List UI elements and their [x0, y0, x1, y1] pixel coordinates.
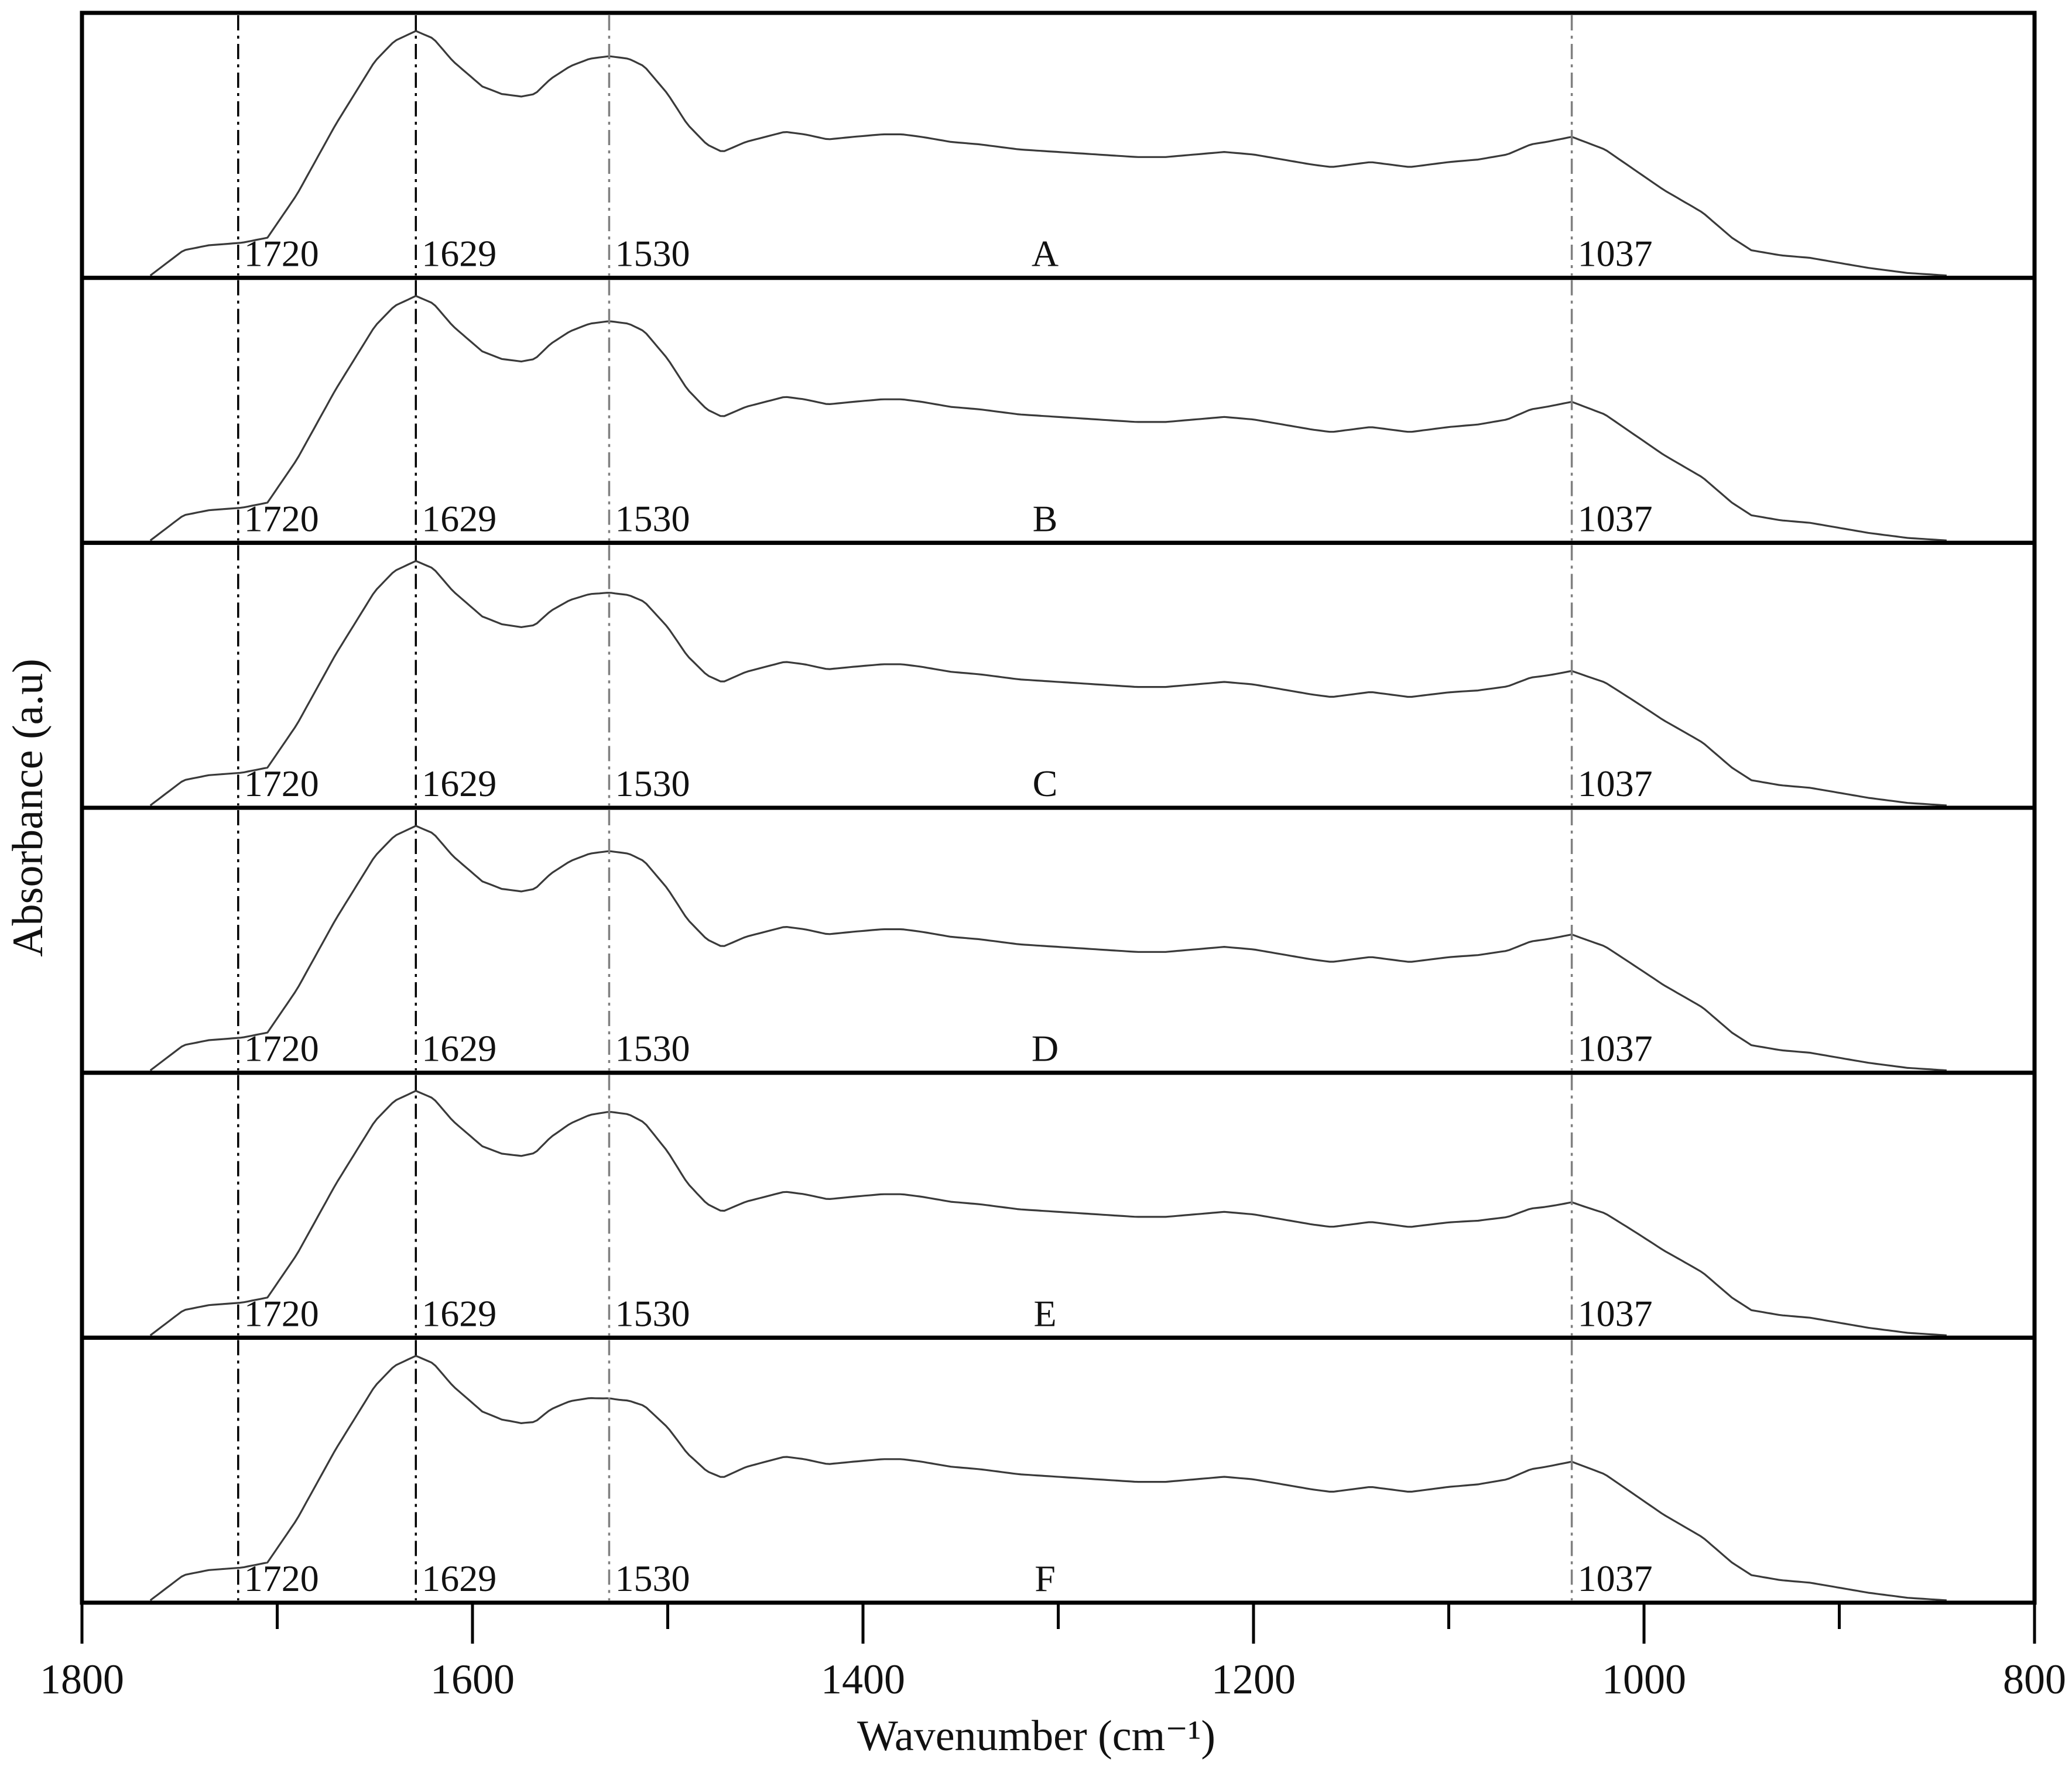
panel-frame-C: [80, 540, 2037, 810]
panel-label-D: D: [1032, 1028, 1059, 1069]
peak-label-1037: 1037: [1578, 1292, 1653, 1334]
peak-label-1530: 1530: [615, 498, 690, 539]
peak-label-1037: 1037: [1578, 1028, 1653, 1069]
peak-label-1720: 1720: [244, 763, 319, 804]
peak-label-1037: 1037: [1578, 1558, 1653, 1599]
panel-label-B: B: [1033, 498, 1058, 539]
x-axis-label: Wavenumber (cm⁻¹): [857, 1712, 1215, 1760]
spectrum-line-F: [149, 1354, 1947, 1601]
peak-label-1629: 1629: [422, 763, 496, 804]
spectrum-line-C: [149, 560, 1947, 807]
peak-label-1629: 1629: [422, 498, 496, 539]
panel-E: 1720 1629 1530 1037 E: [80, 1071, 2037, 1340]
y-axis-label: Absorbance (a.u): [4, 659, 52, 957]
peak-label-1720: 1720: [244, 233, 319, 275]
spectrum-line-D: [149, 825, 1947, 1072]
x-tick-label-1400: 1400: [821, 1656, 905, 1703]
peak-label-1720: 1720: [244, 1028, 319, 1069]
x-tick-label-800: 800: [2003, 1656, 2066, 1703]
peak-label-1530: 1530: [615, 1558, 690, 1599]
peak-label-1629: 1629: [422, 1028, 496, 1069]
panel-label-A: A: [1032, 233, 1059, 275]
panel-label-E: E: [1033, 1292, 1056, 1334]
peak-label-1037: 1037: [1578, 763, 1653, 804]
peak-label-1629: 1629: [422, 1292, 496, 1334]
panel-label-C: C: [1033, 763, 1058, 804]
panel-label-F: F: [1035, 1558, 1056, 1599]
spectra-panels: 1720 1629 1530 1037 A 1720 1629 1530 1037 B 1720 16…: [80, 11, 2037, 1605]
x-tick-label-1800: 1800: [40, 1656, 124, 1703]
peak-label-1720: 1720: [244, 1292, 319, 1334]
peak-label-1530: 1530: [615, 233, 690, 275]
peak-label-1720: 1720: [244, 1558, 319, 1599]
panel-C: 1720 1629 1530 1037 C: [80, 540, 2037, 810]
peak-label-1037: 1037: [1578, 498, 1653, 539]
peak-label-1629: 1629: [422, 1558, 496, 1599]
x-tick-label-1200: 1200: [1211, 1656, 1296, 1703]
panel-frame-F: [80, 1335, 2037, 1605]
spectrum-line-A: [149, 30, 1947, 277]
peak-label-1720: 1720: [244, 498, 319, 539]
peak-label-1530: 1530: [615, 1292, 690, 1334]
panel-A: 1720 1629 1530 1037 A: [80, 11, 2037, 280]
panel-F: 1720 1629 1530 1037 F: [80, 1335, 2037, 1605]
x-tick-label-1600: 1600: [430, 1656, 515, 1703]
panel-frame-E: [80, 1071, 2037, 1340]
peak-label-1037: 1037: [1578, 233, 1653, 275]
spectrum-line-B: [149, 295, 1947, 541]
peak-label-1530: 1530: [615, 1028, 690, 1069]
panel-B: 1720 1629 1530 1037 B: [80, 276, 2037, 545]
spectrum-line-E: [149, 1090, 1947, 1336]
panel-D: 1720 1629 1530 1037 D: [80, 805, 2037, 1075]
x-tick-label-1000: 1000: [1602, 1656, 1686, 1703]
peak-label-1530: 1530: [615, 763, 690, 804]
x-axis: 1800 1600 1400 1200 1000 800: [40, 1603, 2066, 1703]
panel-frame-B: [80, 276, 2037, 545]
peak-label-1629: 1629: [422, 233, 496, 275]
